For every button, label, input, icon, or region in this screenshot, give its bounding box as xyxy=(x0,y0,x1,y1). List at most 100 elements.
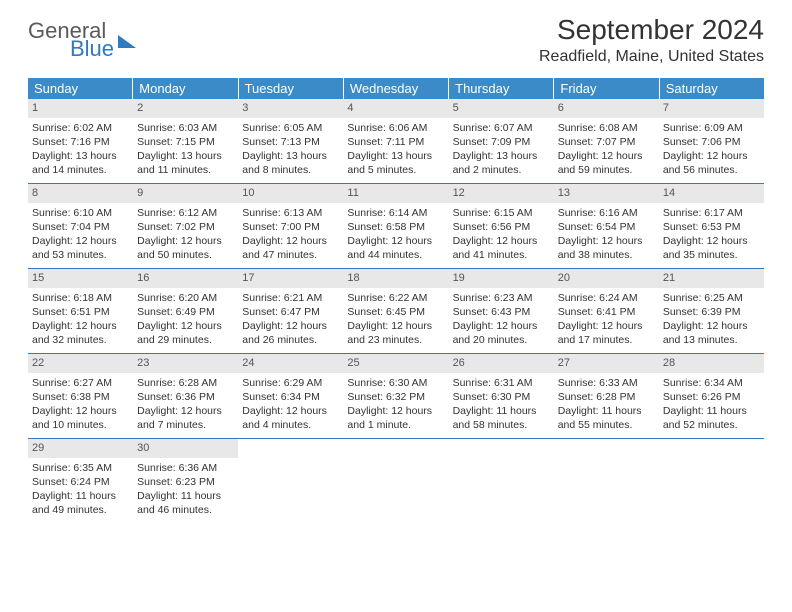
sunrise-text: Sunrise: 6:15 AM xyxy=(453,206,550,220)
day-number: 5 xyxy=(449,99,554,118)
calendar-cell: 14Sunrise: 6:17 AMSunset: 6:53 PMDayligh… xyxy=(659,184,764,268)
day-number: 15 xyxy=(28,269,133,288)
day-number: 11 xyxy=(343,184,448,203)
day-number: 20 xyxy=(554,269,659,288)
sunset-text: Sunset: 6:23 PM xyxy=(137,475,234,489)
day-number: 30 xyxy=(133,439,238,458)
daylight-text: Daylight: 12 hours and 47 minutes. xyxy=(242,234,339,262)
daylight-text: Daylight: 12 hours and 23 minutes. xyxy=(347,319,444,347)
day-number: 7 xyxy=(659,99,764,118)
weeks-container: 1Sunrise: 6:02 AMSunset: 7:16 PMDaylight… xyxy=(28,99,764,523)
daylight-text: Daylight: 11 hours and 46 minutes. xyxy=(137,489,234,517)
sunrise-text: Sunrise: 6:07 AM xyxy=(453,121,550,135)
calendar-cell: 5Sunrise: 6:07 AMSunset: 7:09 PMDaylight… xyxy=(449,99,554,183)
day-number: 9 xyxy=(133,184,238,203)
dayhead-fri: Friday xyxy=(554,78,659,99)
calendar-cell: 2Sunrise: 6:03 AMSunset: 7:15 PMDaylight… xyxy=(133,99,238,183)
calendar-cell: 20Sunrise: 6:24 AMSunset: 6:41 PMDayligh… xyxy=(554,269,659,353)
daylight-text: Daylight: 12 hours and 56 minutes. xyxy=(663,149,760,177)
sunrise-text: Sunrise: 6:28 AM xyxy=(137,376,234,390)
sunrise-text: Sunrise: 6:22 AM xyxy=(347,291,444,305)
sunrise-text: Sunrise: 6:21 AM xyxy=(242,291,339,305)
daylight-text: Daylight: 13 hours and 2 minutes. xyxy=(453,149,550,177)
sunrise-text: Sunrise: 6:12 AM xyxy=(137,206,234,220)
logo-text: General Blue xyxy=(28,14,114,60)
sunset-text: Sunset: 6:49 PM xyxy=(137,305,234,319)
sunset-text: Sunset: 6:45 PM xyxy=(347,305,444,319)
calendar-cell: 1Sunrise: 6:02 AMSunset: 7:16 PMDaylight… xyxy=(28,99,133,183)
sunset-text: Sunset: 7:16 PM xyxy=(32,135,129,149)
sunset-text: Sunset: 6:47 PM xyxy=(242,305,339,319)
daylight-text: Daylight: 12 hours and 20 minutes. xyxy=(453,319,550,347)
daylight-text: Daylight: 13 hours and 5 minutes. xyxy=(347,149,444,177)
sunset-text: Sunset: 6:51 PM xyxy=(32,305,129,319)
calendar-cell: 24Sunrise: 6:29 AMSunset: 6:34 PMDayligh… xyxy=(238,354,343,438)
sail-icon xyxy=(118,35,136,48)
sunset-text: Sunset: 7:13 PM xyxy=(242,135,339,149)
day-number: 16 xyxy=(133,269,238,288)
day-number: 13 xyxy=(554,184,659,203)
sunset-text: Sunset: 6:58 PM xyxy=(347,220,444,234)
day-number: 4 xyxy=(343,99,448,118)
week-row: 8Sunrise: 6:10 AMSunset: 7:04 PMDaylight… xyxy=(28,184,764,269)
calendar-cell: 11Sunrise: 6:14 AMSunset: 6:58 PMDayligh… xyxy=(343,184,448,268)
day-number: 14 xyxy=(659,184,764,203)
dayhead-sat: Saturday xyxy=(660,78,764,99)
sunset-text: Sunset: 7:15 PM xyxy=(137,135,234,149)
sunset-text: Sunset: 7:06 PM xyxy=(663,135,760,149)
dayhead-thu: Thursday xyxy=(449,78,554,99)
sunrise-text: Sunrise: 6:06 AM xyxy=(347,121,444,135)
daylight-text: Daylight: 12 hours and 38 minutes. xyxy=(558,234,655,262)
sunrise-text: Sunrise: 6:25 AM xyxy=(663,291,760,305)
day-number: 10 xyxy=(238,184,343,203)
calendar-cell: 16Sunrise: 6:20 AMSunset: 6:49 PMDayligh… xyxy=(133,269,238,353)
dayhead-mon: Monday xyxy=(133,78,238,99)
calendar-cell: 13Sunrise: 6:16 AMSunset: 6:54 PMDayligh… xyxy=(554,184,659,268)
dayhead-sun: Sunday xyxy=(28,78,133,99)
calendar-cell: 12Sunrise: 6:15 AMSunset: 6:56 PMDayligh… xyxy=(449,184,554,268)
daylight-text: Daylight: 12 hours and 29 minutes. xyxy=(137,319,234,347)
location: Readfield, Maine, United States xyxy=(539,48,764,66)
daylight-text: Daylight: 11 hours and 58 minutes. xyxy=(453,404,550,432)
sunrise-text: Sunrise: 6:03 AM xyxy=(137,121,234,135)
sunset-text: Sunset: 6:32 PM xyxy=(347,390,444,404)
calendar-cell: 25Sunrise: 6:30 AMSunset: 6:32 PMDayligh… xyxy=(343,354,448,438)
sunset-text: Sunset: 6:30 PM xyxy=(453,390,550,404)
daylight-text: Daylight: 12 hours and 17 minutes. xyxy=(558,319,655,347)
sunset-text: Sunset: 6:34 PM xyxy=(242,390,339,404)
day-number: 8 xyxy=(28,184,133,203)
sunrise-text: Sunrise: 6:09 AM xyxy=(663,121,760,135)
daylight-text: Daylight: 12 hours and 53 minutes. xyxy=(32,234,129,262)
day-number: 6 xyxy=(554,99,659,118)
calendar-cell xyxy=(238,439,343,523)
day-number: 24 xyxy=(238,354,343,373)
daylight-text: Daylight: 12 hours and 44 minutes. xyxy=(347,234,444,262)
daylight-text: Daylight: 12 hours and 35 minutes. xyxy=(663,234,760,262)
calendar-cell xyxy=(659,439,764,523)
sunset-text: Sunset: 6:26 PM xyxy=(663,390,760,404)
day-number: 28 xyxy=(659,354,764,373)
sunset-text: Sunset: 7:07 PM xyxy=(558,135,655,149)
day-number: 25 xyxy=(343,354,448,373)
sunrise-text: Sunrise: 6:29 AM xyxy=(242,376,339,390)
daylight-text: Daylight: 12 hours and 59 minutes. xyxy=(558,149,655,177)
sunset-text: Sunset: 6:53 PM xyxy=(663,220,760,234)
sunset-text: Sunset: 6:56 PM xyxy=(453,220,550,234)
calendar-cell: 23Sunrise: 6:28 AMSunset: 6:36 PMDayligh… xyxy=(133,354,238,438)
calendar-cell: 7 Sunrise: 6:09 AMSunset: 7:06 PMDaylight… xyxy=(659,99,764,183)
sunrise-text: Sunrise: 6:13 AM xyxy=(242,206,339,220)
logo: General Blue xyxy=(28,14,136,60)
day-number: 18 xyxy=(343,269,448,288)
calendar-cell: 28Sunrise: 6:34 AMSunset: 6:26 PMDayligh… xyxy=(659,354,764,438)
daylight-text: Daylight: 13 hours and 11 minutes. xyxy=(137,149,234,177)
calendar-cell: 19Sunrise: 6:23 AMSunset: 6:43 PMDayligh… xyxy=(449,269,554,353)
sunset-text: Sunset: 6:28 PM xyxy=(558,390,655,404)
daylight-text: Daylight: 12 hours and 26 minutes. xyxy=(242,319,339,347)
calendar-cell: 17Sunrise: 6:21 AMSunset: 6:47 PMDayligh… xyxy=(238,269,343,353)
calendar-cell: 9Sunrise: 6:12 AMSunset: 7:02 PMDaylight… xyxy=(133,184,238,268)
day-number: 3 xyxy=(238,99,343,118)
page-title: September 2024 xyxy=(539,14,764,46)
calendar-cell: 30Sunrise: 6:36 AMSunset: 6:23 PMDayligh… xyxy=(133,439,238,523)
dayhead-wed: Wednesday xyxy=(344,78,449,99)
day-number: 27 xyxy=(554,354,659,373)
